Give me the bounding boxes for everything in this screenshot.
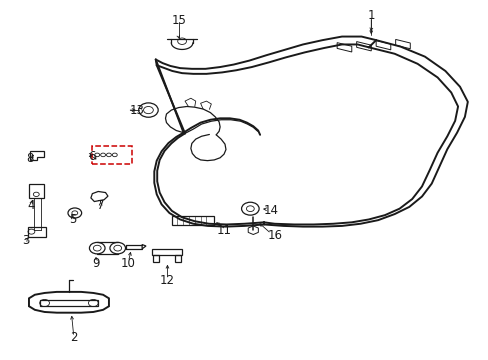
Bar (92, 146, 132, 164)
Bar (175, 255, 181, 262)
Bar (152, 249, 182, 255)
Bar (40, 300, 98, 306)
Bar (153, 255, 158, 262)
Text: 16: 16 (267, 229, 282, 242)
Text: 15: 15 (171, 14, 186, 27)
Bar (172, 216, 213, 225)
Text: 3: 3 (22, 234, 30, 247)
Text: 12: 12 (160, 274, 175, 287)
Text: 4: 4 (27, 199, 35, 212)
Text: 1: 1 (367, 9, 374, 22)
Text: 9: 9 (92, 257, 100, 270)
Text: 6: 6 (88, 150, 96, 163)
Text: 7: 7 (97, 199, 104, 212)
Text: 11: 11 (216, 224, 231, 237)
Text: 10: 10 (121, 257, 136, 270)
Text: 8: 8 (26, 152, 34, 165)
Text: 13: 13 (129, 104, 144, 117)
Text: 5: 5 (69, 213, 77, 226)
Text: 2: 2 (70, 331, 78, 344)
Bar (27, 226, 46, 237)
Text: 14: 14 (264, 204, 278, 217)
Bar (29, 184, 43, 198)
